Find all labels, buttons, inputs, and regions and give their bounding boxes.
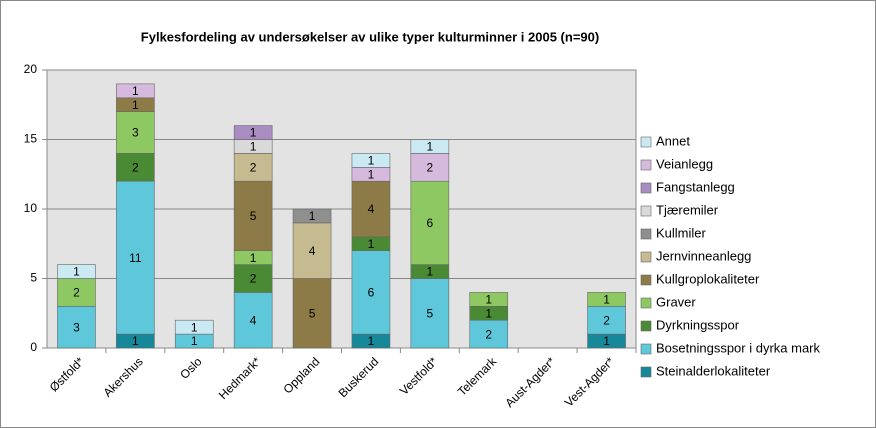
chart-title: Fylkesfordeling av undersøkelser av ulik… — [141, 29, 599, 44]
segment-label: 1 — [603, 334, 610, 348]
segment-label: 1 — [73, 265, 80, 279]
y-tick-label: 20 — [24, 62, 38, 76]
segment-label: 1 — [485, 293, 492, 307]
bar-segment — [351, 180, 391, 238]
segment-label: 1 — [132, 98, 139, 112]
legend-label: Kullmiler — [656, 225, 707, 240]
segment-label: 5 — [250, 209, 257, 223]
segment-label: 2 — [485, 327, 492, 341]
segment-label: 4 — [309, 244, 316, 258]
bar-segment — [469, 292, 509, 307]
segment-label: 2 — [73, 286, 80, 300]
segment-label: 1 — [368, 237, 375, 251]
segment-label: 1 — [485, 306, 492, 320]
y-tick-label: 5 — [30, 271, 37, 285]
legend-label: Kullgroplokaliteter — [656, 271, 760, 286]
legend-label: Dyrkningsspor — [656, 317, 740, 332]
segment-label: 1 — [603, 293, 610, 307]
segment-label: 2 — [250, 272, 257, 286]
bar-segment — [174, 319, 214, 335]
bar-segment — [292, 208, 332, 224]
bar-segment — [116, 180, 155, 335]
segment-label: 2 — [132, 160, 139, 174]
legend-label: Steinalderlokaliteter — [656, 363, 771, 378]
bar-segment — [233, 153, 273, 182]
legend-swatch — [640, 320, 652, 332]
segment-label: 4 — [368, 202, 375, 216]
segment-label: 1 — [191, 334, 198, 348]
legend-label: Graver — [656, 294, 696, 309]
segment-label: 11 — [129, 251, 142, 265]
legend-swatch — [640, 205, 652, 217]
bar-segment — [292, 278, 332, 349]
legend-swatch — [640, 136, 652, 148]
segment-label: 6 — [368, 286, 375, 300]
y-tick-label: 0 — [30, 340, 37, 354]
segment-label: 1 — [250, 126, 257, 140]
legend-swatch — [640, 274, 652, 286]
y-tick-label: 10 — [24, 201, 38, 215]
bar-segment — [233, 180, 273, 251]
bar-segment — [57, 278, 96, 307]
segment-label: 5 — [309, 306, 316, 320]
segment-label: 1 — [368, 154, 375, 168]
bar-segment — [410, 278, 450, 349]
segment-label: 4 — [250, 313, 257, 327]
legend-swatch — [640, 366, 652, 378]
legend-swatch — [640, 228, 652, 240]
bar-segment — [410, 180, 450, 265]
segment-label: 1 — [250, 140, 257, 154]
legend-swatch — [640, 182, 652, 194]
segment-label: 6 — [427, 216, 434, 230]
legend-swatch — [640, 159, 652, 171]
bar-segment — [469, 319, 509, 349]
bar-segment — [587, 292, 626, 307]
legend-swatch — [640, 297, 652, 309]
segment-label: 1 — [427, 140, 434, 154]
bar-segment — [233, 125, 273, 140]
bar-segment — [292, 222, 332, 279]
segment-label: 1 — [132, 334, 139, 348]
bar-segment — [410, 139, 450, 154]
segment-label: 2 — [603, 313, 610, 327]
segment-label: 5 — [427, 306, 434, 320]
bar-segment — [233, 292, 273, 349]
bar-segment — [351, 250, 391, 335]
segment-label: 3 — [73, 320, 80, 334]
y-tick-label: 15 — [24, 132, 38, 146]
bar-segment — [116, 153, 155, 182]
segment-label: 2 — [250, 160, 257, 174]
segment-label: 1 — [368, 334, 375, 348]
bar-segment — [57, 264, 96, 279]
bar-segment — [116, 111, 155, 154]
bar-segment — [57, 305, 96, 349]
legend-label: Annet — [656, 133, 690, 148]
segment-label: 1 — [368, 167, 375, 181]
segment-label: 1 — [309, 209, 316, 223]
legend-label: Tjæremiler — [656, 202, 719, 217]
legend-label: Jernvinneanlegg — [656, 248, 751, 263]
legend-swatch — [640, 343, 652, 355]
segment-label: 1 — [191, 320, 198, 334]
legend-label: Bosetningsspor i dyrka mark — [656, 340, 821, 355]
bar-segment — [233, 264, 273, 293]
legend-label: Fangstanlegg — [656, 179, 735, 194]
bar-segment — [587, 305, 626, 335]
bar-segment — [410, 153, 450, 182]
bar-segment — [351, 153, 391, 168]
legend-swatch — [640, 251, 652, 263]
segment-label: 1 — [427, 265, 434, 279]
segment-label: 1 — [250, 251, 257, 265]
segment-label: 1 — [132, 84, 139, 98]
bar-segment — [116, 83, 155, 99]
segment-label: 3 — [132, 126, 139, 140]
segment-label: 2 — [427, 160, 434, 174]
legend-label: Veianlegg — [656, 156, 713, 171]
